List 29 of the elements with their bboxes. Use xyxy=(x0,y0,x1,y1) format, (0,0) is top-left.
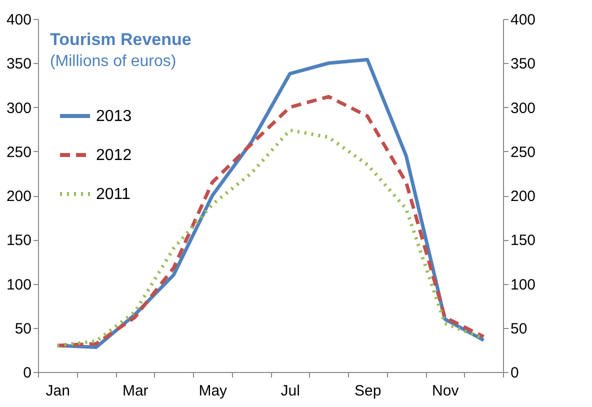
text: Tourism Revenue xyxy=(50,30,192,49)
legend-label: 2012 xyxy=(96,147,132,164)
y-tick-label: 350 xyxy=(6,56,32,73)
y2-tick-label: 200 xyxy=(510,188,536,205)
y-tick-label: 150 xyxy=(6,232,32,250)
legend-label: 2013 xyxy=(96,108,132,125)
x-tick-label: Jan xyxy=(46,382,70,400)
x-tick-label: May xyxy=(198,382,228,400)
y2-tick-label: 100 xyxy=(510,276,536,294)
y2-tick-label: 50 xyxy=(510,320,528,338)
y2-tick-label: 350 xyxy=(510,56,536,73)
legend-label: 2011 xyxy=(96,186,131,203)
y-tick-label: 250 xyxy=(6,144,32,161)
x-tick-label: Sep xyxy=(354,382,382,400)
text: (Millions of euros) xyxy=(50,53,176,70)
y2-tick-label: 150 xyxy=(510,232,536,250)
y-tick-label: 300 xyxy=(6,100,32,117)
y2-tick-label: 300 xyxy=(510,100,536,117)
x-tick-label: Jul xyxy=(280,382,300,400)
y2-tick-label: 0 xyxy=(510,364,519,382)
y-tick-label: 400 xyxy=(6,12,32,28)
x-tick-label: Nov xyxy=(432,382,460,400)
y-tick-label: 200 xyxy=(6,188,32,205)
y-tick-label: 100 xyxy=(6,276,32,294)
y-tick-label: 0 xyxy=(23,364,32,382)
y2-tick-label: 400 xyxy=(510,12,536,28)
y2-tick-label: 250 xyxy=(510,144,536,161)
x-tick-label: Mar xyxy=(122,382,148,400)
y-tick-label: 50 xyxy=(14,320,32,338)
